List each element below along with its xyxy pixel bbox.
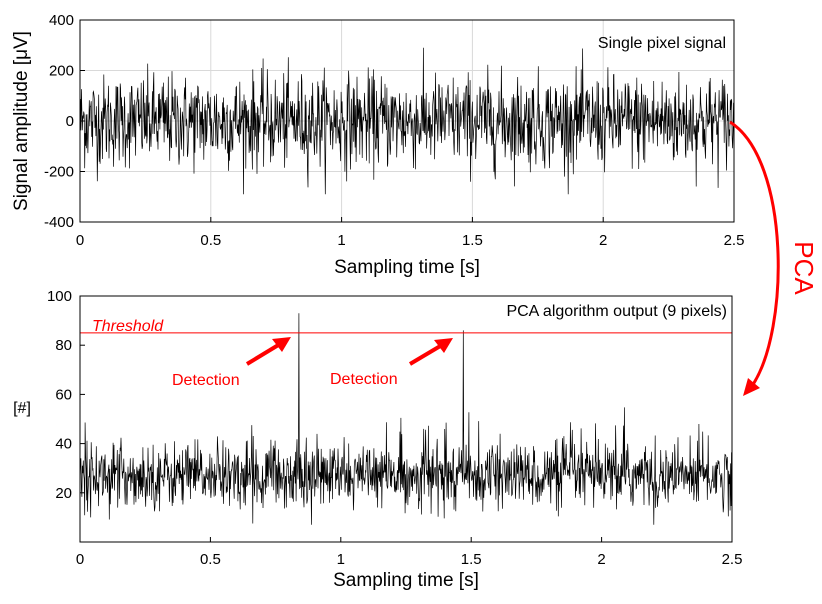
detection-arrowhead-2 [434, 338, 453, 353]
bottom-signal-trace [79, 313, 733, 525]
top-ticks: 0 0.5 1 1.5 2 2.5 400 200 0 -200 -400 [44, 12, 744, 249]
top-x-tick-label: 0 [76, 232, 84, 249]
bottom-x-tick-label: 0 [76, 551, 84, 568]
threshold-label: Threshold [92, 318, 164, 335]
bottom-x-tick-label: 2 [597, 551, 605, 568]
top-y-tick-label: 200 [49, 63, 74, 80]
detection-label-2: Detection [330, 371, 398, 388]
top-y-tick-label: -400 [44, 214, 74, 231]
bottom-axes-frame [79, 295, 733, 543]
bottom-y-axis-label: [#] [13, 400, 31, 417]
pca-label: PCA [789, 241, 819, 295]
top-x-tick-label: 1 [337, 232, 345, 249]
top-x-tick-label: 1.5 [462, 232, 483, 249]
pca-annotation: PCA [729, 120, 819, 396]
top-y-axis-label: Signal amplitude [μV] [11, 31, 32, 211]
bottom-x-tick-label: 1 [337, 551, 345, 568]
bottom-x-tick-label: 0.5 [200, 551, 221, 568]
top-y-tick-label: 0 [66, 113, 74, 130]
pca-arrowhead [743, 378, 760, 396]
bottom-panel: 0 0.5 1 1.5 2 2.5 100 80 60 40 20 Threshold PCA al… [13, 288, 742, 591]
top-x-tick-label: 2 [599, 232, 607, 249]
top-signal-trace [79, 47, 735, 195]
bottom-ticks: 0 0.5 1 1.5 2 2.5 100 80 60 40 20 [47, 288, 742, 568]
top-y-tick-label: -200 [44, 164, 74, 181]
top-x-tick-label: 0.5 [200, 232, 221, 249]
top-x-tick-label: 2.5 [724, 232, 745, 249]
detection-arrow-2 [408, 343, 444, 366]
top-y-tick-label: 400 [49, 12, 74, 29]
top-x-axis-label: Sampling time [s] [334, 257, 480, 278]
bottom-y-tick-label: 100 [47, 288, 72, 305]
bottom-y-tick-label: 20 [55, 485, 72, 502]
detection-arrow-1 [245, 342, 282, 366]
bottom-x-tick-label: 1.5 [461, 551, 482, 568]
top-panel-title: Single pixel signal [598, 35, 726, 52]
bottom-x-tick-label: 2.5 [722, 551, 743, 568]
detection-arrowhead-1 [272, 337, 291, 352]
bottom-y-tick-label: 60 [55, 386, 72, 403]
top-panel: 0 0.5 1 1.5 2 2.5 400 200 0 -200 -400 Single pixel… [11, 12, 744, 278]
pca-arrow [729, 120, 780, 387]
detection-label-1: Detection [172, 372, 240, 389]
bottom-x-axis-label: Sampling time [s] [333, 570, 479, 591]
bottom-y-tick-label: 80 [55, 337, 72, 354]
bottom-y-tick-label: 40 [55, 436, 72, 453]
bottom-panel-title: PCA algorithm output (9 pixels) [506, 303, 727, 320]
